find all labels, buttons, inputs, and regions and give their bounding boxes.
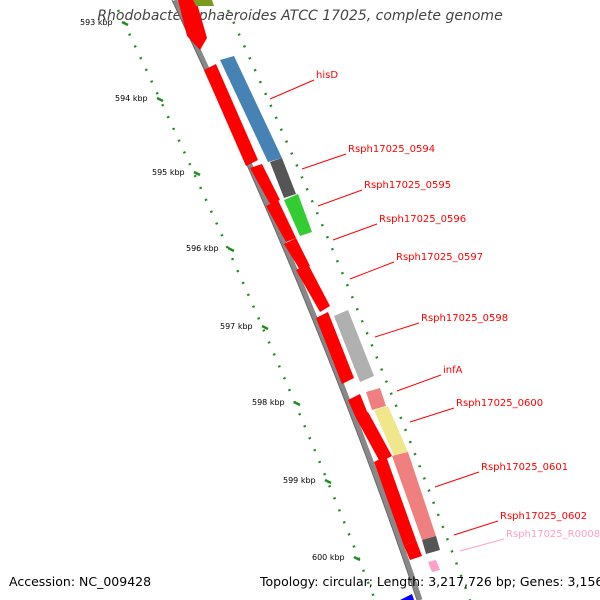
outer-dotted-ring — [226, 9, 472, 600]
tick-mark — [293, 400, 301, 407]
gene-label[interactable]: hisD — [316, 70, 338, 81]
gene-feature-0596[interactable] — [284, 238, 310, 270]
gene-leader-line — [459, 538, 505, 552]
gene-feature-0602[interactable] — [404, 540, 422, 560]
gene-feature-0594-cog[interactable] — [270, 158, 296, 198]
rna-feature-R0008[interactable] — [428, 560, 440, 572]
tick-mark — [121, 20, 129, 27]
gene-feature-0601-cog[interactable] — [392, 452, 436, 540]
gene-leader-line — [317, 189, 363, 207]
gene-label[interactable]: Rsph17025_0597 — [396, 252, 483, 263]
cds-feature[interactable] — [193, 0, 214, 6]
gene-leader-line — [301, 153, 347, 170]
gene-leader-line — [332, 223, 378, 241]
gene-feature-0598[interactable] — [316, 312, 354, 384]
gene-feature-0601[interactable] — [374, 456, 416, 546]
cds-feature[interactable] — [178, 0, 207, 50]
gene-label[interactable]: Rsph17025_0594 — [348, 144, 435, 155]
gene-label[interactable]: infA — [443, 365, 463, 376]
gene-feature-0600-cog[interactable] — [374, 406, 408, 456]
topology-text: Topology: circular; Length: 3,217,726 bp… — [260, 574, 600, 589]
gene-label[interactable]: Rsph17025_0600 — [456, 398, 543, 409]
gene-feature-infA[interactable] — [348, 394, 368, 418]
gene-label[interactable]: Rsph17025_0602 — [500, 511, 587, 522]
tick-mark — [156, 96, 164, 103]
gene-label[interactable]: Rsph17025_0601 — [481, 462, 568, 473]
gene-label[interactable]: Rsph17025_0596 — [379, 214, 466, 225]
tick-label: 594 kbp — [115, 94, 148, 103]
tick-mark — [353, 555, 361, 562]
tick-label: 600 kbp — [312, 553, 345, 562]
bottom-feature[interactable] — [400, 594, 414, 600]
gene-leader-line — [453, 520, 499, 536]
tick-label: 595 kbp — [152, 168, 185, 177]
gene-leader-line — [374, 322, 420, 338]
accession-text: Accession: NC_009428 — [9, 574, 152, 589]
tick-label: 596 kbp — [186, 244, 219, 253]
gene-feature-0595-cog[interactable] — [284, 194, 312, 236]
gene-leader-line — [349, 261, 395, 280]
tick-mark — [261, 324, 269, 331]
tick-label: 598 kbp — [252, 398, 285, 407]
gene-feature-0600[interactable] — [356, 412, 392, 462]
gene-feature-0598-cog[interactable] — [334, 310, 374, 382]
gene-leader-line — [269, 79, 315, 100]
inner-dotted-ring — [116, 9, 377, 600]
tick-mark — [193, 170, 201, 177]
tick-mark — [324, 478, 332, 485]
gene-feature-hisD-cog[interactable] — [220, 56, 282, 162]
gene-leader-line — [434, 471, 480, 488]
genome-backbone-edge — [171, 0, 418, 600]
gene-leader-line — [396, 374, 442, 392]
gene-feature-infA-cog[interactable] — [366, 388, 386, 410]
gene-label[interactable]: Rsph17025_0595 — [364, 180, 451, 191]
tick-label: 597 kbp — [220, 322, 253, 331]
tick-label: 599 kbp — [283, 476, 316, 485]
gene-label[interactable]: Rsph17025_R0008 — [506, 529, 600, 540]
gene-label[interactable]: Rsph17025_0598 — [421, 313, 508, 324]
tick-label: 593 kbp — [80, 18, 113, 27]
gene-feature-0595[interactable] — [266, 200, 296, 242]
gene-leader-line — [409, 407, 455, 423]
gene-feature-hisD[interactable] — [204, 64, 258, 166]
gene-feature-0594[interactable] — [250, 164, 280, 204]
tick-mark — [227, 246, 235, 253]
gene-feature-0602-cog[interactable] — [422, 536, 440, 554]
genome-backbone — [172, 0, 423, 600]
gene-feature-0597[interactable] — [296, 264, 330, 312]
